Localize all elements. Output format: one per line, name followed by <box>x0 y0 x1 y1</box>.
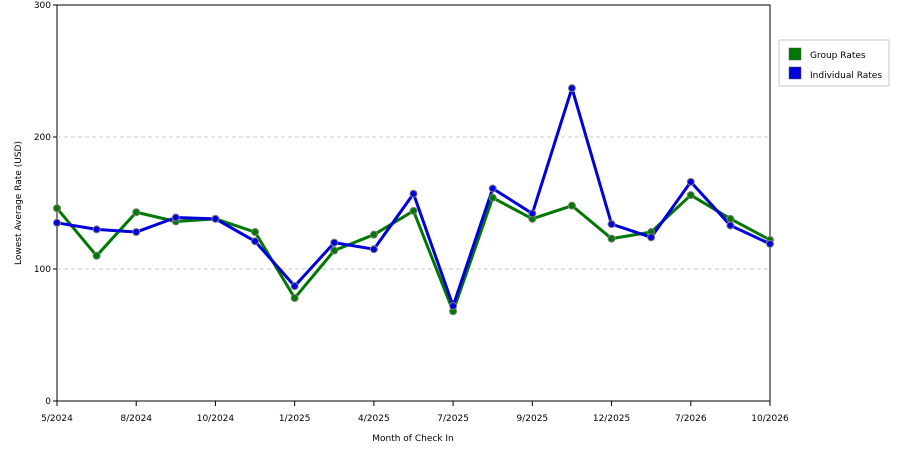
legend: Group Rates Individual Rates <box>778 39 890 87</box>
data-point <box>488 184 497 193</box>
data-point <box>528 209 537 218</box>
legend-label-group-rates: Group Rates <box>810 51 866 61</box>
data-point <box>53 204 61 213</box>
data-point <box>607 234 616 243</box>
x-tick-label: 12/2025 <box>593 414 630 424</box>
y-axis-title: Lowest Average Rate (USD) <box>14 141 24 265</box>
data-point <box>766 239 774 248</box>
data-point <box>251 228 260 237</box>
data-point <box>647 233 656 242</box>
data-point <box>726 214 735 223</box>
x-tick-label: 8/2024 <box>120 414 152 424</box>
data-point <box>290 282 299 291</box>
data-point <box>92 225 101 234</box>
x-tick-label: 1/2025 <box>279 414 311 424</box>
x-tick-label: 7/2026 <box>675 414 707 424</box>
data-point <box>369 230 378 239</box>
x-tick-label: 10/2026 <box>751 414 789 424</box>
y-axis: 0 100 200 300 <box>34 1 57 407</box>
data-point <box>132 228 141 237</box>
y-tick-label: 100 <box>34 265 51 275</box>
data-point <box>686 191 695 200</box>
data-point <box>409 206 418 215</box>
data-point <box>567 84 576 93</box>
legend-swatch-individual-rates <box>788 66 802 80</box>
y-tick-label: 200 <box>34 133 51 143</box>
x-tick-label: 10/2024 <box>197 414 235 424</box>
data-point <box>449 301 458 310</box>
data-point <box>369 245 378 254</box>
x-axis: 5/2024 8/2024 10/2024 1/2025 4/2025 7/2025 9/2… <box>41 401 789 424</box>
data-point <box>488 193 497 202</box>
data-point <box>567 201 576 210</box>
data-point <box>409 189 418 198</box>
x-tick-label: 7/2025 <box>437 414 469 424</box>
data-point <box>171 213 180 222</box>
data-point <box>330 238 339 247</box>
legend-swatch-group-rates <box>788 47 802 61</box>
data-point <box>607 220 616 229</box>
data-point <box>290 294 299 303</box>
data-point <box>132 208 141 217</box>
x-axis-title: Month of Check In <box>372 434 454 444</box>
data-point <box>686 177 695 186</box>
plot-area <box>56 4 771 402</box>
data-point <box>330 246 339 255</box>
data-point <box>211 214 220 223</box>
data-point <box>726 221 735 230</box>
series-points <box>53 84 774 316</box>
x-tick-label: 4/2025 <box>358 414 390 424</box>
x-tick-label: 5/2024 <box>41 414 73 424</box>
y-tick-label: 0 <box>45 397 51 407</box>
legend-label-individual-rates: Individual Rates <box>810 71 882 81</box>
data-point <box>92 251 101 260</box>
data-point <box>251 237 260 246</box>
data-point <box>53 218 61 227</box>
y-tick-label: 300 <box>34 1 51 11</box>
x-tick-label: 9/2025 <box>516 414 548 424</box>
